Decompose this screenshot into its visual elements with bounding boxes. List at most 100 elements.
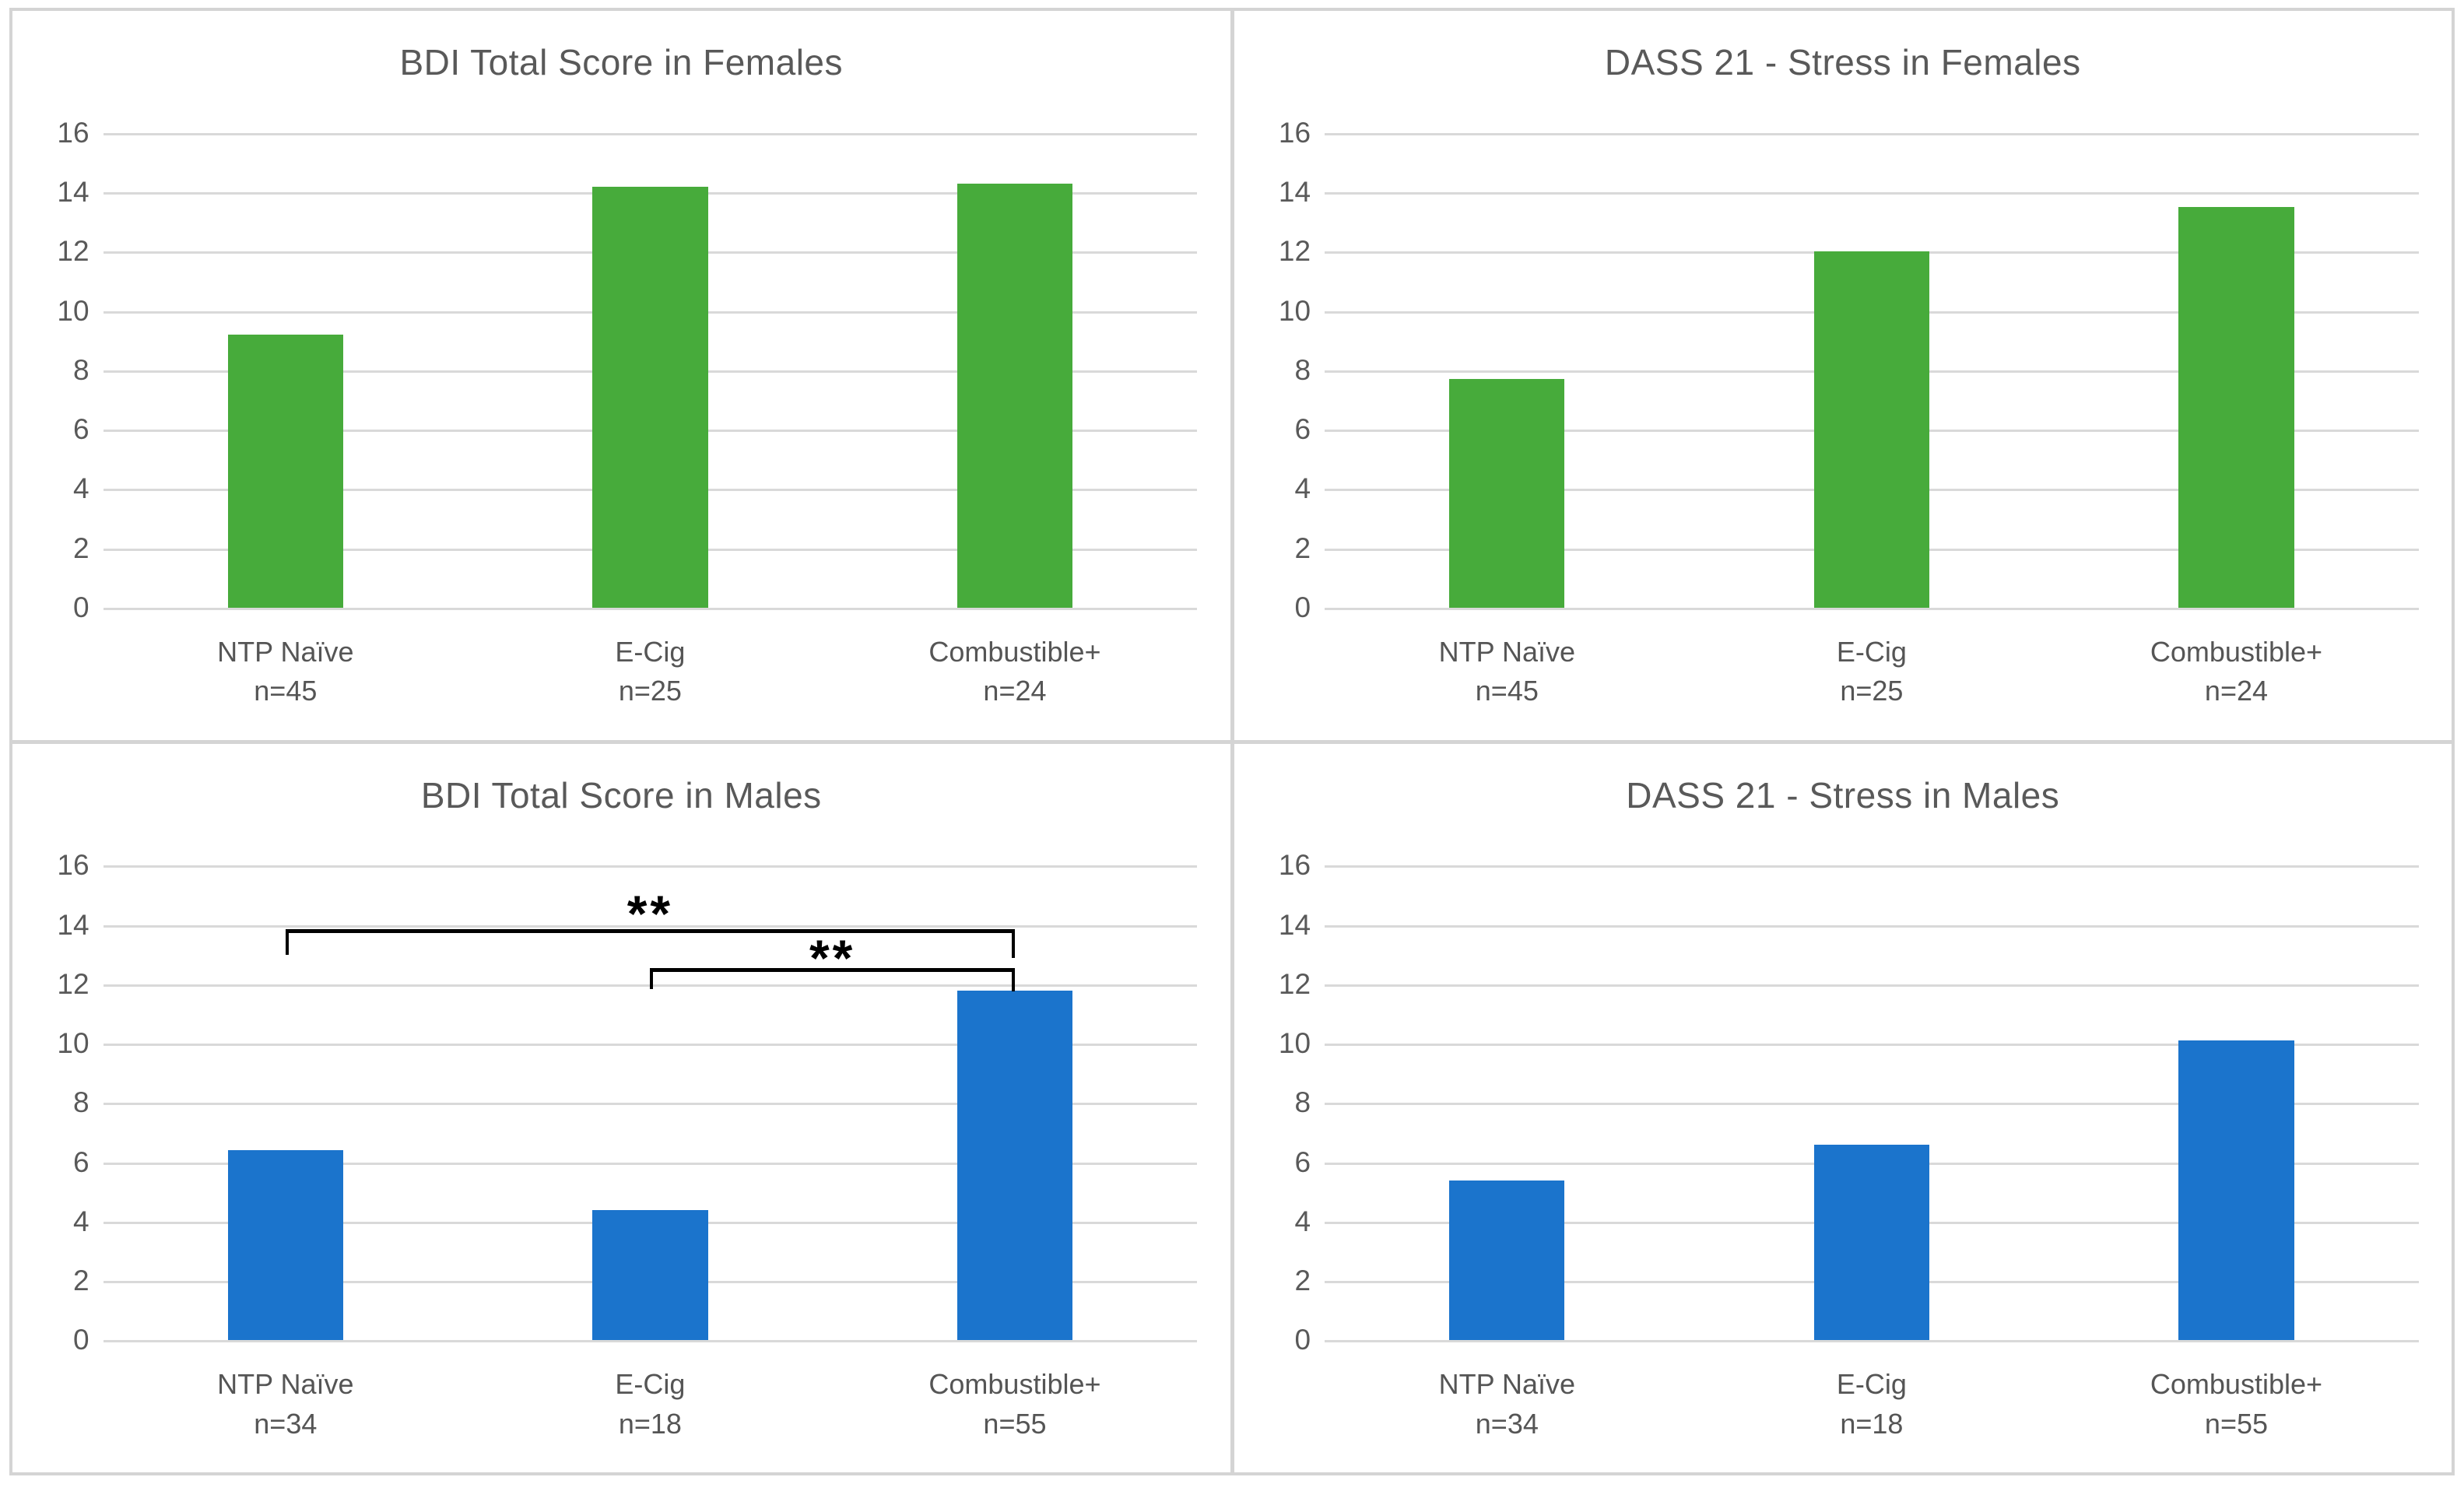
category-name: Combustible+ <box>2150 1368 2323 1401</box>
gridline <box>1325 132 2419 135</box>
plot-area: 0 2 4 6 8 10 12 14 16 NTP Naïve n=45 E-Cig n=25 Combu… <box>1234 11 2452 740</box>
y-axis-tick-label: 16 <box>57 116 90 149</box>
category-label: Combustible+ n=24 <box>832 633 1197 711</box>
category-label: E-Cig n=25 <box>468 633 833 711</box>
category-name: E-Cig <box>1836 1368 1907 1401</box>
gridline <box>103 924 1198 928</box>
y-axis-tick-label: 12 <box>57 235 90 268</box>
y-axis-tick-label: 14 <box>57 176 90 209</box>
bar <box>2178 1040 2294 1341</box>
category-label: NTP Naïve n=45 <box>1325 633 1690 711</box>
y-axis-tick-label: 0 <box>72 591 90 623</box>
category-count: n=45 <box>1475 675 1539 707</box>
bar <box>956 990 1073 1341</box>
category-label: NTP Naïve n=34 <box>1325 1365 1690 1444</box>
gridline <box>1325 607 2419 610</box>
category-label: E-Cig n=25 <box>1689 633 2054 711</box>
category-label: E-Cig n=18 <box>468 1365 833 1444</box>
bar <box>956 183 1073 608</box>
gridline <box>1325 1044 2419 1047</box>
category-label: Combustible+ n=55 <box>832 1365 1197 1444</box>
y-axis-tick-label: 10 <box>1278 1027 1311 1060</box>
category-count: n=24 <box>2204 675 2269 707</box>
y-axis-tick-label: 12 <box>57 967 90 1000</box>
sig-bracket-left-tick <box>285 929 289 955</box>
y-axis-tick-label: 2 <box>1294 531 1311 564</box>
y-axis-tick-label: 2 <box>72 1265 90 1297</box>
y-axis-tick-label: 10 <box>57 294 90 327</box>
chart-panel-dass-stress-males: DASS 21 - Stress in Males 0 2 4 6 8 10 12 14 16 N… <box>1234 743 2452 1472</box>
category-name: NTP Naïve <box>217 635 354 668</box>
category-count: n=24 <box>983 675 1047 707</box>
category-count: n=45 <box>254 675 318 707</box>
gridline <box>103 1044 1198 1047</box>
category-count: n=18 <box>618 1407 682 1440</box>
y-axis-tick-label: 4 <box>72 472 90 505</box>
gridline <box>103 1340 1198 1343</box>
gridline <box>1325 1340 2419 1343</box>
category-count: n=18 <box>1840 1407 1904 1440</box>
y-axis-tick-label: 6 <box>72 1145 90 1178</box>
bar <box>1813 1144 1930 1341</box>
category-name: Combustible+ <box>928 1368 1101 1401</box>
category-label: NTP Naïve n=34 <box>103 1365 468 1444</box>
y-axis-tick-label: 16 <box>1278 849 1311 882</box>
bar <box>227 1150 343 1341</box>
y-axis-tick-label: 2 <box>72 531 90 564</box>
gridline <box>1325 1103 2419 1106</box>
category-name: E-Cig <box>615 635 686 668</box>
category-name: E-Cig <box>1836 635 1907 668</box>
y-axis-tick-label: 16 <box>57 849 90 882</box>
category-label: NTP Naïve n=45 <box>103 633 468 711</box>
figure-grid: BDI Total Score in Females 0 2 4 6 8 10 12 14 16… <box>9 8 2455 1475</box>
bar <box>1449 379 1565 608</box>
y-axis-tick-label: 14 <box>1278 908 1311 941</box>
category-name: Combustible+ <box>2150 635 2323 668</box>
y-axis-tick-label: 0 <box>1294 1324 1311 1356</box>
y-axis-tick-label: 16 <box>1278 116 1311 149</box>
category-count: n=55 <box>983 1407 1047 1440</box>
y-axis-tick-label: 8 <box>72 1086 90 1119</box>
bar <box>592 186 708 608</box>
category-name: Combustible+ <box>928 635 1101 668</box>
y-axis-tick-label: 6 <box>1294 1145 1311 1178</box>
bar <box>1813 251 1930 608</box>
gridline <box>103 1162 1198 1165</box>
chart-panel-bdi-males: BDI Total Score in Males 0 2 4 6 8 10 12 14 16 NT… <box>12 743 1230 1472</box>
gridline <box>1325 984 2419 987</box>
bar <box>2178 207 2294 608</box>
chart-title: DASS 21 - Stress in Males <box>1626 774 2060 816</box>
y-axis-tick-label: 4 <box>1294 472 1311 505</box>
chart-title: BDI Total Score in Males <box>420 774 822 816</box>
significance-stars: ** <box>809 929 856 988</box>
sig-bracket-right-tick <box>1011 968 1015 991</box>
plot-area: 0 2 4 6 8 10 12 14 16 NTP Naïve n=45 E-Cig n=25 Combu… <box>12 11 1230 740</box>
category-count: n=55 <box>2204 1407 2269 1440</box>
y-axis-tick-label: 8 <box>1294 1086 1311 1119</box>
bar <box>227 335 343 608</box>
category-count: n=25 <box>1840 675 1904 707</box>
y-axis-tick-label: 4 <box>1294 1205 1311 1237</box>
y-axis-tick-label: 10 <box>1278 294 1311 327</box>
category-label: E-Cig n=18 <box>1689 1365 2054 1444</box>
y-axis-tick-label: 8 <box>1294 353 1311 386</box>
y-axis-tick-label: 8 <box>72 353 90 386</box>
y-axis-tick-label: 0 <box>72 1324 90 1356</box>
y-axis-tick-label: 2 <box>1294 1265 1311 1297</box>
y-axis-tick-label: 6 <box>1294 413 1311 446</box>
y-axis-tick-label: 10 <box>57 1027 90 1060</box>
sig-bracket-right-tick <box>1011 929 1015 958</box>
category-label: Combustible+ n=24 <box>2054 633 2419 711</box>
y-axis-tick-label: 14 <box>1278 176 1311 209</box>
category-count: n=34 <box>254 1407 318 1440</box>
gridline <box>103 984 1198 987</box>
y-axis-tick-label: 12 <box>1278 235 1311 268</box>
category-name: NTP Naïve <box>1438 635 1576 668</box>
category-label: Combustible+ n=55 <box>2054 1365 2419 1444</box>
chart-panel-dass-stress-females: DASS 21 - Stress in Females 0 2 4 6 8 10 12 14 1… <box>1234 11 2452 740</box>
category-name: E-Cig <box>615 1368 686 1401</box>
gridline <box>103 607 1198 610</box>
category-count: n=34 <box>1475 1407 1539 1440</box>
significance-stars: ** <box>627 885 674 943</box>
chart-title: BDI Total Score in Females <box>399 42 843 83</box>
